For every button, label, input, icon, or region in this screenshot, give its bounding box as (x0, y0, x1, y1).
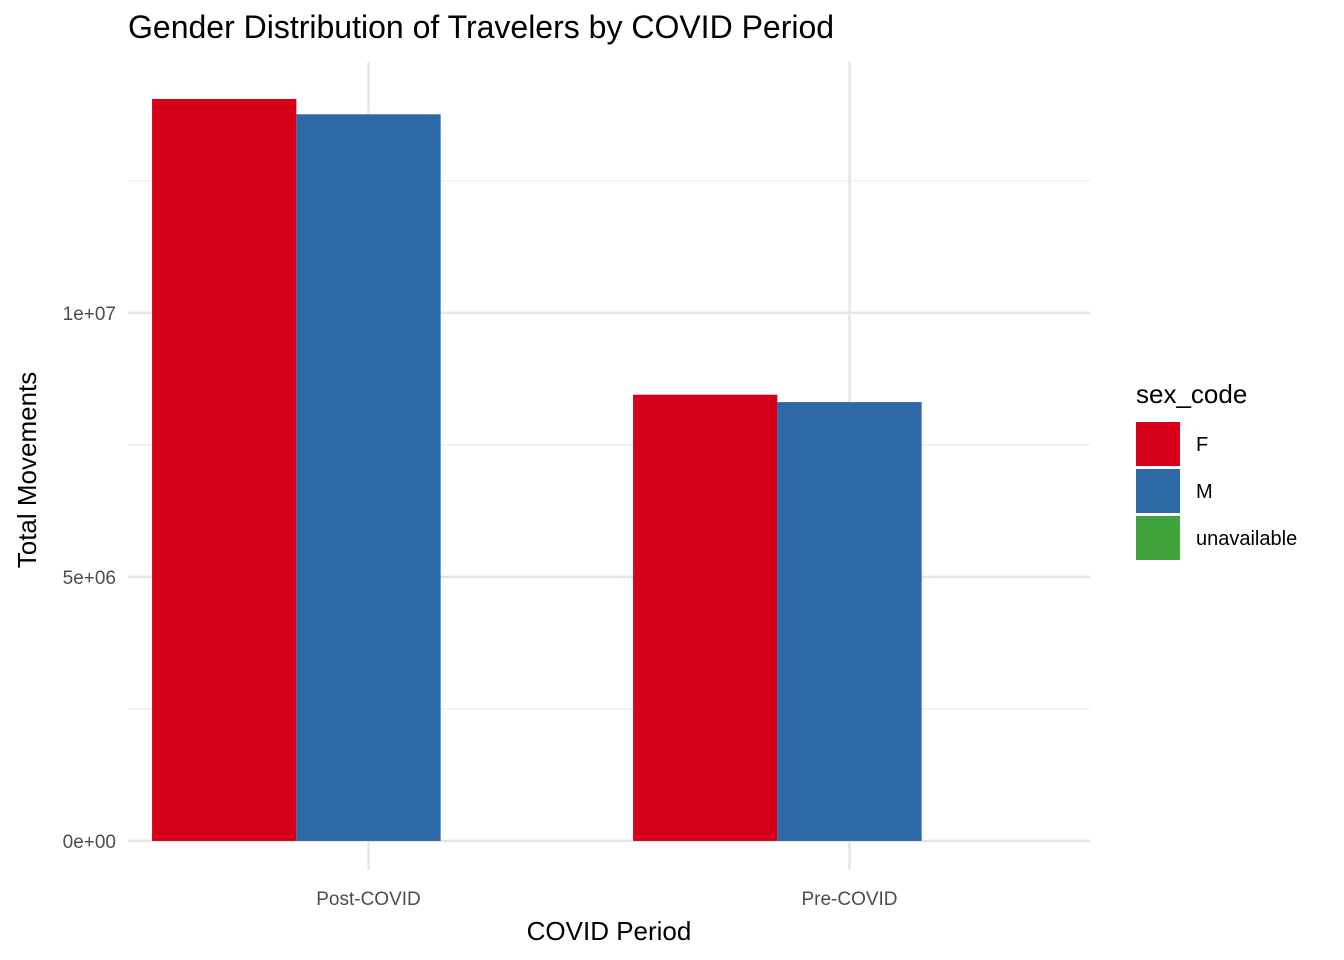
bars (152, 98, 922, 841)
legend-label-m: M (1196, 481, 1213, 503)
y-tick-label: 0e+00 (63, 832, 116, 853)
axes: 0e+00 5e+06 1e+07 Post-COVID Pre-COVID (63, 304, 898, 910)
bar-post-covid-m (296, 114, 441, 841)
legend-label-f: F (1196, 434, 1208, 456)
legend-key-m (1136, 469, 1180, 513)
bar-post-covid-f (152, 98, 297, 841)
x-tick-label: Pre-COVID (801, 889, 897, 910)
y-axis-title: Total Movements (12, 372, 42, 569)
x-axis-title: COVID Period (527, 916, 692, 946)
y-tick-label: 1e+07 (63, 304, 116, 325)
bar-pre-covid-f (633, 394, 778, 841)
chart-title: Gender Distribution of Travelers by COVI… (128, 9, 834, 45)
x-tick-label: Post-COVID (316, 889, 421, 910)
legend-title: sex_code (1136, 379, 1247, 409)
bar-pre-covid-m (777, 402, 922, 841)
legend-key-unavailable (1136, 516, 1180, 560)
y-tick-label: 5e+06 (63, 568, 116, 589)
legend-key-f (1136, 422, 1180, 466)
legend-label-unavailable: unavailable (1196, 528, 1297, 550)
